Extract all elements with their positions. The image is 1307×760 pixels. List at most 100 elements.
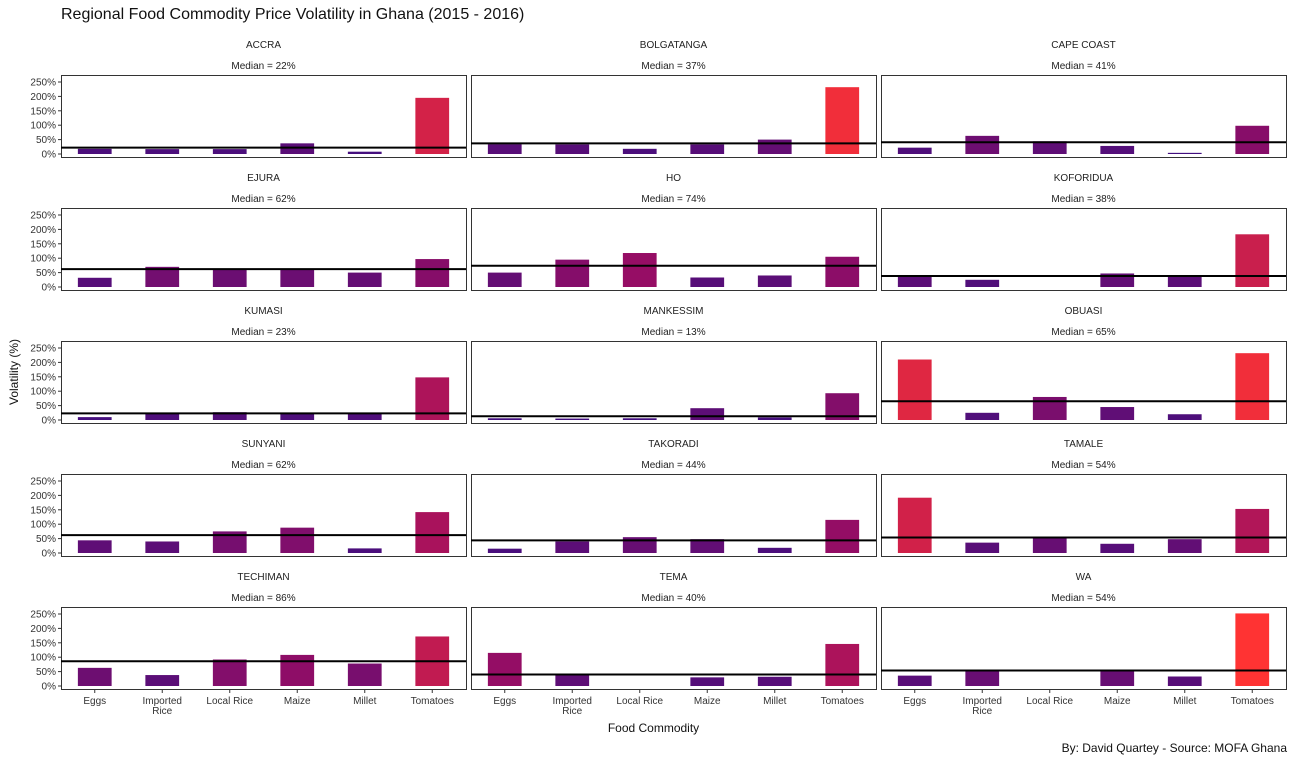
y-tick-label-sunyani: 150% <box>30 505 56 516</box>
bar-bolgatanga-maize <box>690 144 725 154</box>
panel-title-accra: ACCRA <box>246 40 281 51</box>
panel-title-kumasi: KUMASI <box>244 306 282 317</box>
bar-wa-eggs <box>897 675 932 686</box>
y-tick-label-kumasi: 0% <box>42 416 57 427</box>
panel-frame-sunyani <box>61 474 467 557</box>
bar-mankessim-local-rice <box>622 418 657 420</box>
bar-ho-local-rice <box>622 253 657 287</box>
bar-ejura-local-rice <box>212 269 247 287</box>
panel-median-label-mankessim: Median = 13% <box>641 327 705 338</box>
bar-takoradi-millet <box>757 547 792 553</box>
y-tick-label-accra: 150% <box>30 106 56 117</box>
panel-median-label-tema: Median = 40% <box>641 593 705 604</box>
bar-accra-tomatoes <box>415 97 450 154</box>
y-tick-label-sunyani: 200% <box>30 491 56 502</box>
bar-koforidua-tomatoes <box>1235 234 1270 287</box>
bar-ho-millet <box>757 275 792 287</box>
panel-title-obuasi: OBUASI <box>1065 306 1103 317</box>
bar-takoradi-maize <box>690 539 725 553</box>
bar-cape-coast-millet <box>1167 152 1202 154</box>
bar-sunyani-maize <box>280 527 315 553</box>
panel-frame-tema <box>471 607 877 690</box>
x-tick-label-tema: Imported <box>553 696 592 707</box>
y-tick-label-accra: 50% <box>36 135 56 146</box>
y-tick-label-kumasi: 200% <box>30 358 56 369</box>
x-tick-label-wa: Tomatoes <box>1231 696 1274 707</box>
x-tick-label-wa: Local Rice <box>1026 696 1073 707</box>
panel-title-ejura: EJURA <box>247 173 280 184</box>
x-tick-label-tema: Eggs <box>493 696 516 707</box>
panel-median-label-cape-coast: Median = 41% <box>1051 61 1115 72</box>
bar-accra-eggs <box>77 148 112 154</box>
bar-sunyani-local-rice <box>212 531 247 553</box>
bar-obuasi-local-rice <box>1032 396 1067 420</box>
panel-title-wa: WA <box>1076 572 1092 583</box>
panel-median-label-koforidua: Median = 38% <box>1051 194 1115 205</box>
panel-title-koforidua: KOFORIDUA <box>1054 173 1114 184</box>
bar-techiman-millet <box>347 663 382 686</box>
bar-tema-tomatoes <box>825 643 860 686</box>
panel-median-label-obuasi: Median = 65% <box>1051 327 1115 338</box>
panel-frame-takoradi <box>471 474 877 557</box>
bar-kumasi-millet <box>347 413 382 420</box>
bar-accra-imported-rice <box>145 149 180 154</box>
panel-median-label-kumasi: Median = 23% <box>231 327 295 338</box>
x-tick-label-techiman: Eggs <box>83 696 106 707</box>
bar-tamale-eggs <box>897 497 932 553</box>
x-tick-label-tema: Local Rice <box>616 696 663 707</box>
y-tick-label-ejura: 0% <box>42 283 57 294</box>
bar-tamale-local-rice <box>1032 537 1067 553</box>
panel-frame-koforidua <box>881 208 1287 291</box>
bar-sunyani-eggs <box>77 540 112 553</box>
y-tick-label-ejura: 200% <box>30 225 56 236</box>
y-tick-label-techiman: 50% <box>36 667 56 678</box>
x-tick-label-techiman: Maize <box>284 696 311 707</box>
bar-cape-coast-tomatoes <box>1235 125 1270 154</box>
bar-tamale-millet <box>1167 539 1202 553</box>
bar-tamale-tomatoes <box>1235 508 1270 553</box>
bar-obuasi-maize <box>1100 407 1135 420</box>
panel-frame-tamale <box>881 474 1287 557</box>
bar-techiman-eggs <box>77 667 112 686</box>
bar-tamale-maize <box>1100 543 1135 553</box>
bar-obuasi-imported-rice <box>965 412 1000 420</box>
bar-ejura-imported-rice <box>145 266 180 287</box>
x-tick-label-wa: Rice <box>972 706 992 717</box>
bar-mankessim-imported-rice <box>555 418 590 420</box>
y-tick-label-accra: 200% <box>30 92 56 103</box>
y-tick-label-sunyani: 50% <box>36 534 56 545</box>
chart-title: Regional Food Commodity Price Volatility… <box>61 6 525 23</box>
bar-ho-eggs <box>487 272 522 287</box>
bar-wa-maize <box>1100 670 1135 686</box>
x-tick-label-tema: Millet <box>763 696 787 707</box>
bar-tema-maize <box>690 677 725 686</box>
bar-sunyani-tomatoes <box>415 512 450 553</box>
bar-bolgatanga-local-rice <box>622 148 657 154</box>
chart-caption: By: David Quartey - Source: MOFA Ghana <box>1061 741 1287 755</box>
bar-sunyani-imported-rice <box>145 541 180 553</box>
bar-takoradi-imported-rice <box>555 541 590 553</box>
bar-accra-maize <box>280 143 315 154</box>
bar-accra-millet <box>347 151 382 154</box>
bar-ejura-maize <box>280 269 315 287</box>
y-tick-label-ejura: 250% <box>30 211 56 222</box>
bar-takoradi-eggs <box>487 548 522 553</box>
bar-obuasi-millet <box>1167 414 1202 420</box>
y-tick-label-techiman: 200% <box>30 624 56 635</box>
panel-median-label-sunyani: Median = 62% <box>231 460 295 471</box>
panel-median-label-ejura: Median = 62% <box>231 194 295 205</box>
panel-frame-mankessim <box>471 341 877 424</box>
bar-tema-imported-rice <box>555 673 590 686</box>
bar-kumasi-maize <box>280 413 315 420</box>
bar-mankessim-maize <box>690 408 725 420</box>
y-tick-label-ejura: 100% <box>30 254 56 265</box>
x-tick-label-techiman: Local Rice <box>206 696 253 707</box>
bar-koforidua-millet <box>1167 276 1202 287</box>
bar-wa-imported-rice <box>965 669 1000 686</box>
panel-median-label-ho: Median = 74% <box>641 194 705 205</box>
y-tick-label-techiman: 0% <box>42 682 57 693</box>
panel-frame-cape-coast <box>881 75 1287 158</box>
bar-cape-coast-maize <box>1100 145 1135 154</box>
y-tick-label-accra: 0% <box>42 150 57 161</box>
